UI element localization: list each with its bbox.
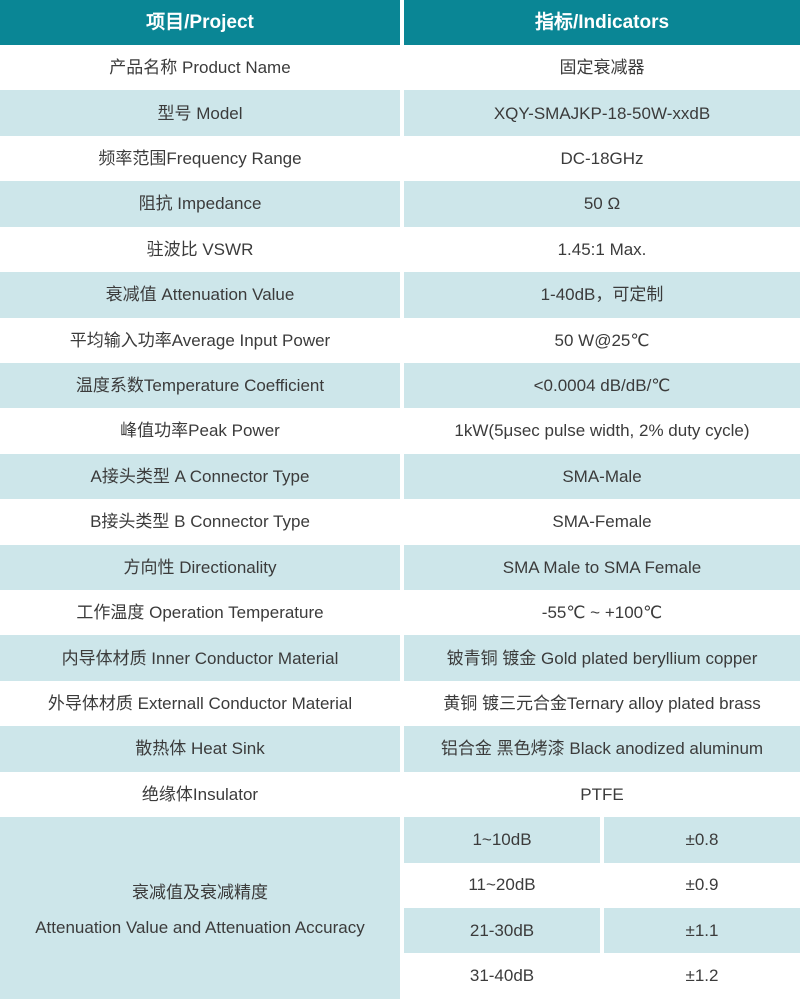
table-row-heat-sink: 散热体 Heat Sink 铝合金 黑色烤漆 Black anodized al… <box>0 726 800 772</box>
row-label: 工作温度 Operation Temperature <box>76 603 324 623</box>
sub-row-accuracy: ±1.1 <box>600 908 800 954</box>
attenuation-accuracy-section: 衰减值及衰减精度 Attenuation Value and Attenuati… <box>0 817 800 999</box>
sub-row-range: 31-40dB <box>400 953 600 999</box>
sub-row-range: 21-30dB <box>400 908 600 954</box>
sub-row-range: 11~20dB <box>400 862 600 909</box>
row-label: 衰减值 Attenuation Value <box>105 285 295 305</box>
row-label: 绝缘体Insulator <box>141 784 259 804</box>
row-value: 1.45:1 Max. <box>400 226 800 273</box>
sub-row-31-40db: 31-40dB ±1.2 <box>400 953 800 999</box>
table-row-operation-temperature: 工作温度 Operation Temperature -55℃ ~ +100℃ <box>0 590 800 636</box>
row-value: XQY-SMAJKP-18-50W-xxdB <box>400 90 800 136</box>
row-value: 50 Ω <box>400 181 800 227</box>
row-value: 黄铜 镀三元合金Ternary alloy plated brass <box>400 680 800 727</box>
row-value: -55℃ ~ +100℃ <box>400 590 800 636</box>
row-value: PTFE <box>400 771 800 818</box>
table-row-peak-power: 峰值功率Peak Power 1kW(5μsec pulse width, 2%… <box>0 408 800 454</box>
row-value: 铝合金 黑色烤漆 Black anodized aluminum <box>400 726 800 772</box>
table-row-inner-conductor-material: 内导体材质 Inner Conductor Material 铍青铜 镀金 Go… <box>0 635 800 681</box>
table-row-attenuation-value: 衰减值 Attenuation Value 1-40dB，可定制 <box>0 272 800 318</box>
table-row-vswr: 驻波比 VSWR 1.45:1 Max. <box>0 226 800 273</box>
table-row-a-connector-type: A接头类型 A Connector Type SMA-Male <box>0 453 800 500</box>
sub-row-accuracy: ±0.9 <box>600 862 800 909</box>
row-label: 产品名称 Product Name <box>109 58 291 78</box>
row-label: 峰值功率Peak Power <box>120 421 280 441</box>
row-label: 驻波比 VSWR <box>146 239 254 259</box>
row-label: 内导体材质 Inner Conductor Material <box>61 648 339 668</box>
sub-row-11-20db: 11~20dB ±0.9 <box>400 862 800 909</box>
row-label: B接头类型 B Connector Type <box>90 512 310 532</box>
row-label: 频率范围Frequency Range <box>98 148 302 168</box>
row-value: 1kW(5μsec pulse width, 2% duty cycle) <box>400 408 800 454</box>
row-value: <0.0004 dB/dB/℃ <box>400 362 800 409</box>
row-value: 50 W@25℃ <box>400 317 800 363</box>
table-row-external-conductor-material: 外导体材质 Externall Conductor Material 黄铜 镀三… <box>0 680 800 727</box>
row-value: 固定衰减器 <box>400 45 800 91</box>
row-value: 1-40dB，可定制 <box>400 272 800 318</box>
sub-row-21-30db: 21-30dB ±1.1 <box>400 908 800 954</box>
row-label: A接头类型 A Connector Type <box>90 466 310 486</box>
sub-row-accuracy: ±1.2 <box>600 953 800 999</box>
attenuation-accuracy-subtable: 1~10dB ±0.8 11~20dB ±0.9 21-30dB ±1.1 31… <box>400 817 800 999</box>
row-label: 外导体材质 Externall Conductor Material <box>47 693 353 713</box>
attenuation-accuracy-label: 衰减值及衰减精度 Attenuation Value and Attenuati… <box>0 817 400 999</box>
row-label: 温度系数Temperature Coefficient <box>75 376 325 396</box>
header-cell-indicators: 指标/Indicators <box>400 0 800 45</box>
table-row-product-name: 产品名称 Product Name 固定衰减器 <box>0 45 800 91</box>
table-row-temperature-coefficient: 温度系数Temperature Coefficient <0.0004 dB/d… <box>0 362 800 409</box>
attenuation-accuracy-label-cn: 衰减值及衰减精度 <box>132 883 268 903</box>
row-value: SMA Male to SMA Female <box>400 544 800 591</box>
sub-row-range: 1~10dB <box>400 817 600 863</box>
attenuation-accuracy-label-en: Attenuation Value and Attenuation Accura… <box>35 918 365 938</box>
row-value: DC-18GHz <box>400 135 800 182</box>
table-row-frequency-range: 频率范围Frequency Range DC-18GHz <box>0 135 800 182</box>
row-label: 阻抗 Impedance <box>138 194 262 214</box>
table-row-directionality: 方向性 Directionality SMA Male to SMA Femal… <box>0 544 800 591</box>
row-value: 铍青铜 镀金 Gold plated beryllium copper <box>400 635 800 681</box>
row-label: 型号 Model <box>157 103 243 123</box>
row-value: SMA-Female <box>400 499 800 545</box>
row-label: 方向性 Directionality <box>123 557 277 577</box>
table-header-row: 项目/Project 指标/Indicators <box>0 0 800 45</box>
header-cell-project: 项目/Project <box>146 11 254 33</box>
row-label: 散热体 Heat Sink <box>135 739 265 759</box>
row-label: 平均输入功率Average Input Power <box>69 330 331 350</box>
table-row-impedance: 阻抗 Impedance 50 Ω <box>0 181 800 227</box>
sub-row-accuracy: ±0.8 <box>600 817 800 863</box>
row-value: SMA-Male <box>400 453 800 500</box>
table-row-model: 型号 Model XQY-SMAJKP-18-50W-xxdB <box>0 90 800 136</box>
sub-row-1-10db: 1~10dB ±0.8 <box>400 817 800 863</box>
table-row-insulator: 绝缘体Insulator PTFE <box>0 771 800 818</box>
table-row-average-input-power: 平均输入功率Average Input Power 50 W@25℃ <box>0 317 800 363</box>
table-row-b-connector-type: B接头类型 B Connector Type SMA-Female <box>0 499 800 545</box>
